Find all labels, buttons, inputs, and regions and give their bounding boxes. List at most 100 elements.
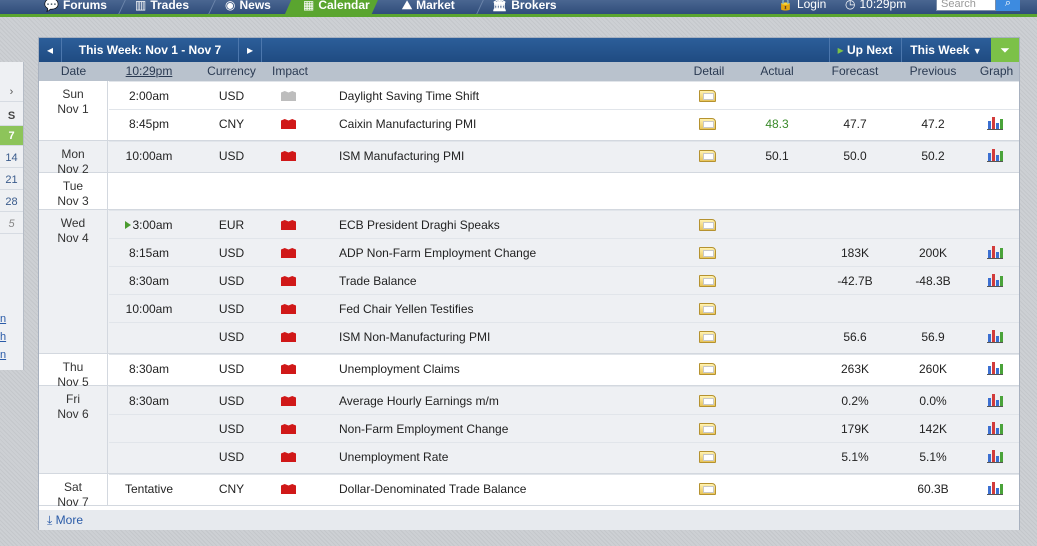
impact-folder-icon	[281, 332, 296, 342]
event-graph-button[interactable]	[987, 323, 1005, 351]
chevron-left-icon: ◂	[46, 43, 54, 57]
nav-trades-label: Trades	[150, 0, 190, 12]
nav-news[interactable]: ◉ News	[225, 0, 271, 14]
event-row[interactable]: 10:00am USD Fed Chair Yellen Testifies	[109, 294, 1019, 322]
event-actual	[749, 239, 805, 267]
event-row[interactable]: Tentative CNY Dollar-Denominated Trade Bal…	[109, 474, 1019, 502]
event-graph-button[interactable]	[987, 443, 1005, 471]
event-detail-button[interactable]	[699, 475, 717, 503]
event-row[interactable]: 8:30am USD Average Hourly Earnings m/m 0.2%…	[109, 386, 1019, 414]
mini-calendar-day[interactable]: 7	[0, 126, 23, 146]
event-impact	[281, 142, 297, 170]
event-detail-button[interactable]	[699, 211, 717, 239]
event-actual	[749, 323, 805, 351]
next-week-button[interactable]: ▸	[239, 38, 261, 62]
nav-forums[interactable]: 💬 Forums	[44, 0, 107, 14]
mini-calendar-day[interactable]: 21	[0, 170, 23, 190]
impact-folder-icon	[281, 91, 296, 101]
event-graph-button[interactable]	[987, 355, 1005, 383]
event-name[interactable]: Daylight Saving Time Shift	[339, 89, 480, 103]
event-actual	[749, 355, 805, 383]
event-detail-button[interactable]	[699, 415, 717, 443]
mini-calendar-day[interactable]: 14	[0, 148, 23, 168]
event-row[interactable]: 3:00am EUR ECB President Draghi Speaks	[109, 210, 1019, 238]
nav-trades[interactable]: ▥ Trades	[135, 0, 189, 14]
week-range-label[interactable]: This Week: Nov 1 - Nov 7	[78, 43, 222, 57]
event-impact	[281, 239, 297, 267]
event-graph-button[interactable]	[987, 387, 1005, 415]
toolbar-divider	[901, 38, 902, 62]
mini-calendar-day[interactable]: 28	[0, 192, 23, 212]
event-row[interactable]: USD ISM Non-Manufacturing PMI 56.6 56.9	[109, 322, 1019, 350]
event-detail-button[interactable]	[699, 295, 717, 323]
event-row[interactable]: 2:00am USD Daylight Saving Time Shift	[109, 81, 1019, 109]
event-detail-button[interactable]	[699, 110, 717, 138]
event-row[interactable]: 10:00am USD ISM Manufacturing PMI 50.1 50.0 5…	[109, 141, 1019, 169]
mini-calendar-day[interactable]: 5	[0, 214, 23, 234]
event-detail-button[interactable]	[699, 267, 717, 295]
event-name[interactable]: ADP Non-Farm Employment Change	[339, 246, 537, 260]
event-previous: 60.3B	[917, 482, 949, 496]
event-detail-button[interactable]	[699, 323, 717, 351]
event-detail-button[interactable]	[699, 443, 717, 471]
bar-chart-icon	[987, 274, 1003, 287]
event-detail-button[interactable]	[699, 239, 717, 267]
event-row[interactable]: 8:30am USD Unemployment Claims 263K 260K	[109, 354, 1019, 382]
more-link[interactable]: ⤓ More	[39, 510, 1019, 530]
event-graph-button[interactable]	[987, 110, 1005, 138]
event-row[interactable]: USD Non-Farm Employment Change 179K 142K	[109, 414, 1019, 442]
event-graph-button[interactable]	[987, 239, 1005, 267]
event-currency: USD	[218, 274, 245, 288]
event-name[interactable]: Non-Farm Employment Change	[339, 422, 509, 436]
event-name[interactable]: ECB President Draghi Speaks	[339, 218, 500, 232]
nav-market[interactable]: ⛰ Market	[402, 0, 455, 14]
event-detail-button[interactable]	[699, 142, 717, 170]
event-row[interactable]: 8:45pm CNY Caixin Manufacturing PMI 48.3 47.…	[109, 109, 1019, 137]
nav-accent-stripe	[0, 14, 1037, 17]
event-name[interactable]: Dollar-Denominated Trade Balance	[339, 482, 527, 496]
prev-week-button[interactable]: ◂	[39, 38, 61, 62]
event-name[interactable]: Average Hourly Earnings m/m	[339, 394, 499, 408]
day-label: Sat Nov 7	[39, 474, 108, 509]
search-button[interactable]: ⌕	[996, 0, 1020, 11]
nav-calendar[interactable]: ▦ Calendar	[285, 0, 380, 14]
day-date: Nov 3	[57, 194, 89, 208]
event-detail-button[interactable]	[699, 387, 717, 415]
filter-button[interactable]: ⏷	[991, 38, 1019, 62]
lock-icon: 🔒	[778, 0, 793, 11]
mini-calendar-link[interactable]: n	[0, 313, 7, 325]
up-next-button[interactable]: ▸ Up Next	[830, 38, 900, 62]
event-graph-button[interactable]	[987, 415, 1005, 443]
col-forecast: Forecast	[831, 64, 879, 78]
nav-brokers[interactable]: 🏛 Brokers	[492, 0, 557, 14]
event-graph-button[interactable]	[987, 475, 1005, 503]
event-name[interactable]: Caixin Manufacturing PMI	[339, 117, 477, 131]
col-time[interactable]: 10:29pm	[125, 64, 173, 78]
mini-calendar-link[interactable]: h	[0, 331, 7, 343]
mini-calendar-link[interactable]: n	[0, 349, 7, 361]
mini-calendar-next-arrow[interactable]: ›	[0, 82, 23, 102]
event-name[interactable]: ISM Non-Manufacturing PMI	[339, 330, 491, 344]
event-row[interactable]: 8:15am USD ADP Non-Farm Employment Change 1…	[109, 238, 1019, 266]
event-name[interactable]: Trade Balance	[339, 274, 417, 288]
event-graph-button[interactable]	[987, 267, 1005, 295]
event-detail-button[interactable]	[699, 355, 717, 383]
day-date: Nov 5	[57, 375, 89, 389]
event-forecast: 50.0	[843, 149, 867, 163]
event-graph-button[interactable]	[987, 142, 1005, 170]
folder-icon	[699, 451, 716, 463]
login-link[interactable]: 🔒 Login	[778, 0, 826, 11]
event-row[interactable]: USD Unemployment Rate 5.1% 5.1%	[109, 442, 1019, 470]
event-name[interactable]: ISM Manufacturing PMI	[339, 149, 465, 163]
event-name[interactable]: Unemployment Rate	[339, 450, 449, 464]
search-input[interactable]: Search	[936, 0, 996, 11]
event-name[interactable]: Fed Chair Yellen Testifies	[339, 302, 474, 316]
impact-folder-icon	[281, 248, 296, 258]
event-name[interactable]: Unemployment Claims	[339, 362, 460, 376]
event-detail-button[interactable]	[699, 82, 717, 110]
folder-icon	[699, 150, 716, 162]
event-currency: USD	[218, 362, 245, 376]
this-week-dropdown[interactable]: This Week ▼	[902, 38, 990, 62]
event-row[interactable]: 8:30am USD Trade Balance -42.7B -48.3B	[109, 266, 1019, 294]
event-previous: 0.0%	[919, 394, 947, 408]
